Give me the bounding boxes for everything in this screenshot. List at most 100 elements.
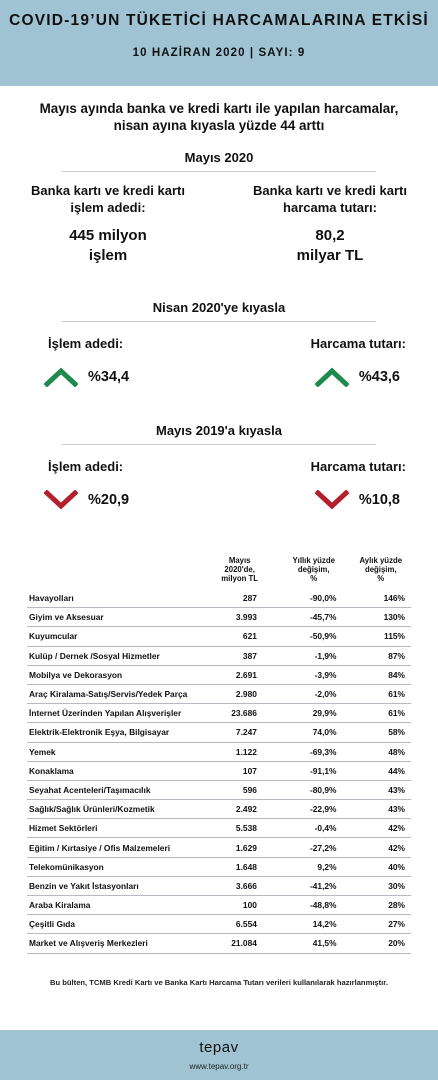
table-header-row: Mayıs 2020'de, milyon TL Yıllık yüzde de… (27, 556, 411, 589)
mom-change: 28% (350, 895, 411, 916)
yoy-change: -90,0% (276, 589, 351, 609)
change-value: %43,6 (358, 369, 400, 385)
spending-amount-label: Harcama tutarı: (310, 336, 406, 351)
spending-amount-change: %43,6 (314, 367, 400, 387)
stat-value-line-2: milyar TL (296, 247, 364, 264)
sector-name: Giyim ve Aksesuar (27, 607, 203, 628)
table-row: İnternet Üzerinden Yapılan Alışverişler 2… (27, 703, 411, 724)
table-row: Çeşitli Gıda 6.554 14,2% 27% (27, 914, 411, 935)
may-2020-amount: 107 (202, 761, 277, 781)
stat-value: 445 milyon işlem (8, 226, 208, 266)
stat-label: Banka kartı ve kredi kartı harcama tutar… (230, 182, 430, 216)
yoy-change: -50,9% (276, 626, 351, 647)
stat-label-line-1: Banka kartı ve kredi kartı (253, 183, 407, 198)
yoy-change: -48,8% (276, 895, 351, 916)
may-2020-title: Mayıs 2020 (184, 150, 254, 165)
table-row: Kulüp / Dernek /Sosyal Hizmetler 387 -1,9%… (27, 646, 411, 666)
mom-change: 27% (350, 914, 411, 935)
sector-name: Elektrik-Elektronik Eşya, Bilgisayar (27, 722, 203, 743)
header-category (27, 556, 202, 589)
chevron-up-icon (314, 367, 349, 387)
may-2020-amount: 287 (202, 589, 277, 609)
transaction-count-change: %20,9 (44, 490, 129, 510)
website-url[interactable]: www.tepav.org.tr (189, 1062, 249, 1071)
table-row: Araç Kiralama-Satış/Servis/Yedek Parça 2.… (27, 684, 411, 705)
vs-april-title: Nisan 2020'ye kıyasla (152, 300, 286, 315)
mom-change: 115% (350, 626, 411, 647)
mom-change: 61% (350, 684, 411, 705)
mom-change: 146% (350, 589, 411, 609)
header-line: değişim, (297, 565, 330, 574)
vs-may-2019-title: Mayıs 2019'a kıyasla (156, 423, 282, 438)
header-banner: COVID-19’UN TÜKETİCİ HARCAMALARINA ETKİS… (0, 0, 438, 86)
stat-label-line-1: Banka kartı ve kredi kartı (31, 183, 185, 198)
yoy-change: 9,2% (276, 857, 351, 877)
table-row: Seyahat Acenteleri/Taşımacılık 596 -80,9% 4… (27, 780, 411, 801)
header-mom: Aylık yüzde değişim, % (351, 556, 411, 589)
chevron-up-icon (44, 367, 78, 387)
may-2020-amount: 5.538 (202, 818, 277, 839)
tepav-logo: tepav (199, 1039, 239, 1056)
sector-name: Yemek (27, 742, 203, 762)
header-line: % (377, 574, 385, 583)
may-2020-amount: 2.492 (202, 799, 277, 820)
mom-change: 20% (350, 933, 411, 954)
vs-may-2019-labels: İşlem adedi: Harcama tutarı: (0, 459, 438, 474)
table-row: Market ve Alışveriş Merkezleri 21.084 41,5… (27, 933, 411, 954)
header-line: 2020'de, (224, 565, 255, 574)
divider (62, 321, 376, 322)
stat-label-line-2: harcama tutarı: (283, 200, 377, 215)
footer-banner: tepav www.tepav.org.tr (0, 1030, 438, 1080)
chevron-down-icon (44, 490, 78, 510)
divider (62, 171, 376, 172)
yoy-change: -80,9% (276, 780, 351, 801)
header-may-2020: Mayıs 2020'de, milyon TL (202, 556, 276, 589)
table-row: Havayolları 287 -90,0% 146% (27, 589, 411, 609)
table-row: Telekomünikasyon 1.648 9,2% 40% (27, 857, 411, 877)
mom-change: 48% (350, 742, 411, 762)
yoy-change: -27,2% (276, 837, 351, 858)
sector-name: Araç Kiralama-Satış/Servis/Yedek Parça (27, 684, 203, 705)
table-body: Havayolları 287 -90,0% 146% Giyim ve Aksesua… (27, 589, 411, 954)
stat-label: Banka kartı ve kredi kartı işlem adedi: (8, 182, 208, 216)
sector-name: Sağlık/Sağlık Ürünleri/Kozmetik (27, 799, 203, 820)
headline-line-1: Mayıs ayında banka ve kredi kartı ile ya… (39, 101, 399, 116)
vs-april-labels: İşlem adedi: Harcama tutarı: (0, 336, 438, 351)
change-value: %20,9 (88, 492, 130, 508)
yoy-change: 29,9% (276, 703, 351, 724)
sector-name: Kuyumcular (27, 626, 203, 647)
mom-change: 130% (350, 607, 411, 628)
yoy-change: -1,9% (276, 646, 351, 666)
yoy-change: -41,2% (276, 876, 351, 897)
header-line: Yıllık yüzde (292, 556, 335, 565)
stat-value: 80,2 milyar TL (230, 226, 430, 266)
may-2020-amount: 2.691 (202, 665, 277, 685)
sector-table-section: Mayıs 2020'de, milyon TL Yıllık yüzde de… (0, 556, 438, 954)
header-line: % (310, 574, 318, 583)
sector-name: Benzin ve Yakıt İstasyonları (27, 876, 203, 897)
table-row: Elektrik-Elektronik Eşya, Bilgisayar 7.24… (27, 722, 411, 743)
yoy-change: -69,3% (276, 742, 351, 762)
mom-change: 87% (350, 646, 411, 666)
may-2020-amount: 7.247 (202, 722, 277, 743)
vs-april-section: Nisan 2020'ye kıyasla İşlem adedi: Harca… (0, 300, 438, 387)
mom-change: 84% (350, 665, 411, 685)
may-2020-amount: 1.122 (202, 742, 277, 762)
stat-value-line-2: işlem (88, 247, 128, 264)
sector-name: Araba Kiralama (27, 895, 203, 916)
sector-name: Telekomünikasyon (27, 857, 203, 877)
yoy-change: 41,5% (276, 933, 351, 954)
table-row: Benzin ve Yakıt İstasyonları 3.666 -41,2% 3… (27, 876, 411, 897)
may-2020-amount: 596 (202, 780, 277, 801)
sector-name: Havayolları (27, 589, 203, 609)
change-value: %10,8 (358, 492, 400, 508)
yoy-change: -22,9% (276, 799, 351, 820)
sector-name: Hizmet Sektörleri (27, 818, 203, 839)
change-value: %34,4 (88, 369, 130, 385)
spending-amount-label: Harcama tutarı: (310, 459, 406, 474)
bulletin-date-issue: 10 HAZİRAN 2020 | SAYI: 9 (132, 47, 306, 59)
sector-name: Konaklama (27, 761, 203, 781)
may-2020-amount: 6.554 (202, 914, 277, 935)
table-row: Mobilya ve Dekorasyon 2.691 -3,9% 84% (27, 665, 411, 685)
may-2020-section: Mayıs 2020 Banka kartı ve kredi kartı iş… (0, 150, 438, 266)
